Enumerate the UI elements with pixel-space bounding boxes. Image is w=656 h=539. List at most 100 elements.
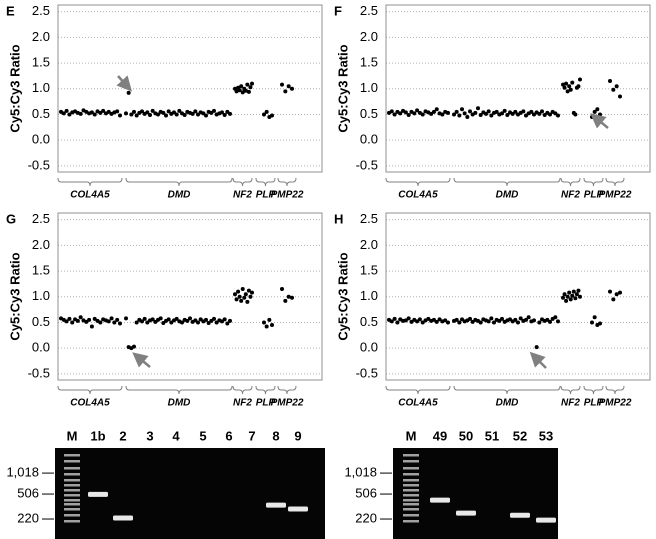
data-point [124, 111, 128, 116]
data-point [239, 298, 244, 303]
data-point [505, 112, 510, 117]
data-point [392, 316, 397, 321]
ladder-band [64, 494, 80, 497]
data-point [174, 112, 179, 117]
lane-label: 3 [146, 428, 153, 443]
lane-label: M [406, 428, 417, 443]
data-point [98, 320, 103, 325]
y-tick-label: 0.0 [32, 340, 50, 355]
data-point [571, 289, 576, 294]
y-tick-label: -0.5 [356, 365, 378, 380]
y-axis-label: Cy5:Cy3 Ratio [335, 44, 350, 132]
data-point [75, 318, 80, 323]
data-point [440, 112, 445, 117]
data-point [240, 287, 245, 292]
data-point [262, 112, 266, 117]
data-point [237, 294, 242, 299]
group-bracket [57, 385, 123, 395]
group-label: PMP22 [599, 398, 632, 409]
data-point [248, 85, 253, 90]
data-point [250, 81, 254, 86]
data-point [556, 319, 560, 324]
y-tick-label: 0.0 [32, 132, 50, 147]
data-point [429, 111, 434, 116]
data-point [460, 107, 464, 112]
data-point [614, 84, 619, 89]
lane-label: 50 [459, 428, 473, 443]
ladder-band [64, 467, 80, 470]
panel-label: G [6, 211, 16, 226]
lane-label: 9 [294, 428, 301, 443]
plot-frame [57, 4, 323, 173]
y-tick-label: 1.5 [360, 55, 378, 70]
data-point [212, 108, 216, 113]
lane-label: 52 [513, 428, 527, 443]
data-point [250, 290, 254, 295]
data-point [185, 318, 190, 323]
data-point [395, 320, 400, 325]
ladder-band [64, 514, 80, 517]
data-point [70, 320, 75, 325]
group-bracket [453, 385, 561, 395]
data-point [248, 294, 253, 299]
y-tick-label: 506 [17, 485, 39, 500]
data-point [142, 316, 147, 321]
data-point [264, 109, 269, 114]
data-point [64, 319, 69, 324]
band [430, 497, 450, 503]
y-tick-label: 1,018 [6, 465, 39, 480]
data-point [516, 320, 520, 325]
data-point [529, 109, 534, 114]
data-point [524, 317, 528, 322]
data-point [78, 111, 83, 116]
plot-frame [385, 212, 651, 381]
data-point [234, 297, 239, 302]
band [510, 512, 530, 518]
group-label: NF2 [233, 398, 252, 409]
data-point [158, 316, 163, 321]
data-point [161, 110, 166, 115]
ladder-band [403, 520, 419, 523]
data-point [540, 109, 544, 114]
y-tick-label: 506 [355, 485, 377, 500]
data-point [478, 112, 483, 117]
ladder-band [403, 494, 419, 497]
data-point [562, 85, 567, 90]
data-point [573, 112, 578, 117]
data-point [473, 110, 478, 115]
data-point [193, 109, 198, 114]
data-point [489, 113, 494, 118]
group-bracket [125, 385, 233, 395]
data-point [486, 319, 491, 324]
data-point [437, 317, 442, 322]
group-bracket [583, 177, 604, 187]
data-point [204, 113, 208, 118]
data-point [532, 318, 536, 323]
ladder-band [64, 508, 80, 511]
y-tick-label: 1,018 [344, 465, 377, 480]
arrows [116, 75, 609, 369]
data-point [534, 345, 539, 350]
data-point [239, 84, 244, 89]
arrow [590, 113, 609, 129]
band [113, 515, 133, 521]
data-point [290, 86, 294, 91]
data-point [592, 315, 597, 320]
band [266, 502, 286, 508]
data-point [222, 112, 227, 117]
y-tick-label: 0.5 [32, 314, 50, 329]
data-point [590, 320, 594, 325]
data-point [468, 316, 472, 321]
data-point [578, 294, 582, 299]
data-point [67, 112, 72, 117]
data-point [567, 84, 572, 89]
data-point [196, 320, 200, 325]
band [88, 491, 108, 497]
data-point [564, 81, 569, 86]
data-point [478, 320, 483, 325]
data-point [78, 315, 83, 320]
y-tick-label: 0.5 [360, 314, 378, 329]
ladder-band [403, 454, 419, 457]
data-point [618, 290, 622, 295]
data-point [118, 113, 122, 118]
